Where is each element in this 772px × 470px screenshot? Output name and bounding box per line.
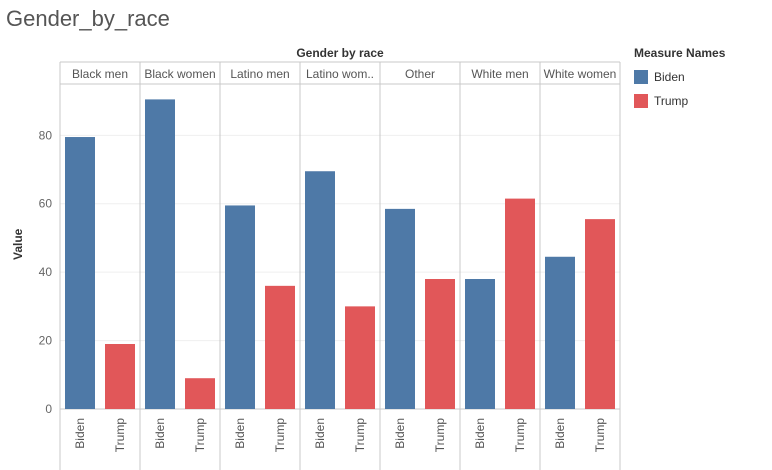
x-tick-label-0-0: Biden [73,418,87,449]
legend-swatch-trump [634,94,648,108]
y-tick-label-1: 20 [39,334,53,348]
bar-biden-4[interactable] [385,208,415,409]
bar-biden-5[interactable] [465,279,495,409]
y-tick-label-3: 60 [39,197,53,211]
category-label-2: Latino men [230,67,289,81]
bar-trump-4[interactable] [425,279,455,409]
category-label-6: White women [544,67,617,81]
chart-header-title: Gender by race [296,46,384,60]
legend-label-trump: Trump [654,94,689,108]
y-tick-label-0: 0 [45,402,52,416]
y-tick-label-4: 80 [39,128,53,142]
y-tick-label-2: 40 [39,265,53,279]
legend-swatch-biden [634,70,648,84]
category-label-5: White men [471,67,528,81]
bar-trump-6[interactable] [585,219,615,409]
category-label-0: Black men [72,67,128,81]
legend-label-biden: Biden [654,70,685,84]
legend-title: Measure Names [634,46,726,60]
x-tick-label-0-1: Trump [113,418,127,453]
bar-biden-2[interactable] [225,205,255,409]
category-label-4: Other [405,67,435,81]
category-label-1: Black women [144,67,215,81]
page-title: Gender_by_race [6,6,170,31]
x-tick-label-5-1: Trump [513,418,527,453]
x-tick-label-4-0: Biden [393,418,407,449]
x-tick-label-3-1: Trump [353,418,367,453]
bar-biden-0[interactable] [65,137,95,410]
x-tick-label-5-0: Biden [473,418,487,449]
bar-biden-3[interactable] [305,171,335,409]
legend-item-trump[interactable]: Trump [634,89,725,113]
bar-trump-5[interactable] [505,198,535,409]
bar-trump-3[interactable] [345,306,375,409]
x-tick-label-6-1: Trump [593,418,607,453]
category-label-3: Latino wom.. [306,67,374,81]
x-tick-label-4-1: Trump [433,418,447,453]
x-tick-label-3-0: Biden [313,418,327,449]
x-tick-label-1-0: Biden [153,418,167,449]
x-tick-label-2-0: Biden [233,418,247,449]
bar-trump-1[interactable] [185,378,215,409]
x-tick-label-6-0: Biden [553,418,567,449]
legend-item-biden[interactable]: Biden [634,65,725,89]
bar-biden-6[interactable] [545,256,575,409]
bar-biden-1[interactable] [145,99,175,409]
bar-trump-2[interactable] [265,285,295,409]
legend: Measure Names Biden Trump [634,46,725,113]
x-tick-label-2-1: Trump [273,418,287,453]
bar-trump-0[interactable] [105,344,135,409]
x-tick-label-1-1: Trump [193,418,207,453]
